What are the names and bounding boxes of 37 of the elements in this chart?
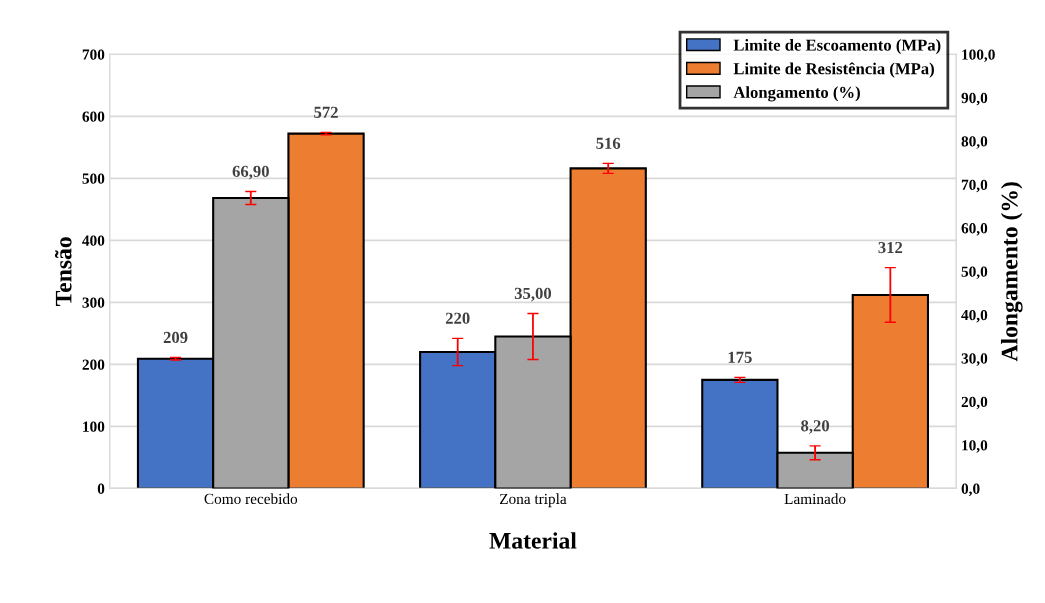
x-axis-title: Material <box>489 532 577 549</box>
y-tick-label: 0 <box>97 483 105 494</box>
y-tick-label: 400 <box>82 235 105 246</box>
y-tick-label: 200 <box>82 359 105 370</box>
y-tick-label: 100 <box>83 421 105 432</box>
legend-label: Limite de Resistência (MPa) <box>733 62 934 78</box>
data-label: 220 <box>445 312 470 324</box>
legend-label: Alongamento (%) <box>733 86 860 102</box>
data-label: 209 <box>163 331 188 344</box>
y2-tick-label: 70,0 <box>961 179 988 193</box>
y2-tick-label: 90,0 <box>961 92 988 106</box>
data-label: 516 <box>596 137 621 149</box>
data-label: 175 <box>728 351 752 363</box>
x-tick-label: Como recebido <box>204 493 298 505</box>
x-tick-label: Laminado <box>784 493 846 505</box>
data-label: 312 <box>878 241 903 254</box>
data-label: 8,20 <box>801 420 830 434</box>
y-tick-label: 500 <box>82 173 105 184</box>
y2-tick-label: 20,0 <box>961 396 988 410</box>
data-label: 35,00 <box>514 287 552 302</box>
y2-tick-label: 10,0 <box>962 440 988 453</box>
x-tick-label: Zona tripla <box>499 493 567 508</box>
y2-tick-label: 100,0 <box>962 49 995 62</box>
y-axis-title: Tensão <box>54 237 72 306</box>
data-label: 572 <box>314 106 338 118</box>
y2-tick-label: 60,0 <box>961 223 988 236</box>
y-tick-label: 300 <box>82 297 105 308</box>
y-tick-label: 600 <box>82 111 105 122</box>
legend-label: Limite de Escoamento (MPa) <box>733 38 941 55</box>
y2-tick-label: 40,0 <box>961 309 988 323</box>
y2-tick-label: 30,0 <box>961 353 988 366</box>
data-label: 66,90 <box>232 165 269 180</box>
y-tick-label: 700 <box>82 49 105 60</box>
y2-tick-label: 80,0 <box>961 136 988 149</box>
y2-tick-label: 0,0 <box>961 483 980 497</box>
y2-tick-label: 50,0 <box>961 266 988 280</box>
y2-axis-title: Alongamento (%) <box>1000 182 1023 362</box>
